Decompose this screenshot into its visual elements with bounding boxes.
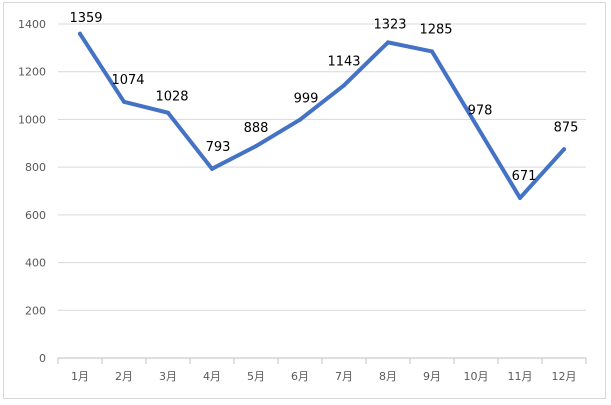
data-point xyxy=(430,49,434,54)
data-label: 793 xyxy=(206,140,231,155)
data-point xyxy=(78,31,82,36)
y-tick-label: 200 xyxy=(25,304,46,317)
y-tick-label: 1400 xyxy=(18,18,46,31)
x-tick-label: 2月 xyxy=(115,370,133,383)
data-point xyxy=(210,166,214,171)
data-label: 1143 xyxy=(327,54,360,69)
data-label: 875 xyxy=(554,120,579,135)
x-tick-label: 3月 xyxy=(159,370,177,383)
data-point xyxy=(298,117,302,122)
x-tick-label: 4月 xyxy=(203,370,221,383)
data-point xyxy=(386,40,390,45)
data-point xyxy=(474,122,478,127)
y-tick-label: 400 xyxy=(25,257,46,270)
data-label: 978 xyxy=(468,104,493,119)
data-point xyxy=(342,83,346,88)
data-point xyxy=(518,195,522,200)
y-tick-label: 800 xyxy=(25,161,46,174)
y-tick-label: 600 xyxy=(25,209,46,222)
data-label: 671 xyxy=(512,169,537,184)
y-tick-label: 1200 xyxy=(18,66,46,79)
data-label: 1074 xyxy=(111,73,144,88)
x-tick-label: 6月 xyxy=(291,370,309,383)
data-label: 1359 xyxy=(69,11,102,26)
y-tick-label: 0 xyxy=(39,352,46,365)
data-label: 999 xyxy=(294,92,319,107)
data-label: 1028 xyxy=(155,90,188,105)
x-tick-label: 1月 xyxy=(71,370,89,383)
data-point xyxy=(254,144,258,149)
x-tick-label: 9月 xyxy=(423,370,441,383)
series-line xyxy=(78,31,566,200)
data-point xyxy=(562,147,566,152)
y-tick-label: 1000 xyxy=(18,113,46,126)
x-tick-label: 7月 xyxy=(335,370,353,383)
data-point xyxy=(122,99,126,104)
data-label: 1285 xyxy=(419,22,452,37)
x-tick-label: 8月 xyxy=(379,370,397,383)
data-label: 888 xyxy=(244,121,269,136)
data-point xyxy=(166,110,170,115)
x-tick-label: 5月 xyxy=(247,370,265,383)
x-tick-label: 10月 xyxy=(464,370,489,383)
data-label: 1323 xyxy=(373,17,406,32)
x-tick-label: 12月 xyxy=(552,370,577,383)
x-tick-label: 11月 xyxy=(508,370,533,383)
